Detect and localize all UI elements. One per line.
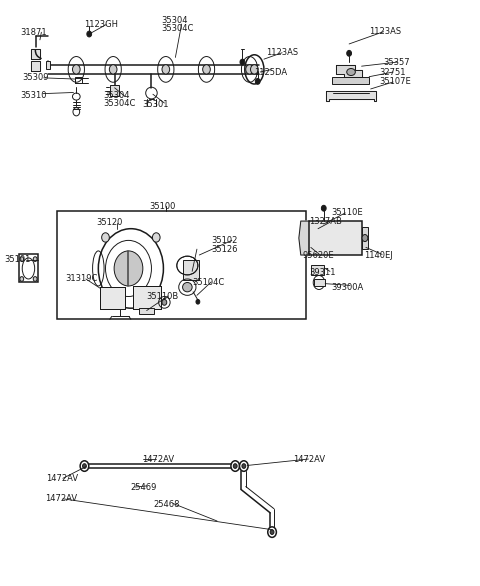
Circle shape <box>347 50 351 56</box>
Bar <box>75 77 82 83</box>
Text: 1123AS: 1123AS <box>266 47 299 57</box>
Text: 35120: 35120 <box>96 219 123 227</box>
Polygon shape <box>31 49 40 59</box>
Polygon shape <box>336 65 362 77</box>
Text: 35309: 35309 <box>22 73 49 83</box>
Text: 35110B: 35110B <box>147 292 179 301</box>
Text: 31319C: 31319C <box>65 274 98 283</box>
Text: 95620E: 95620E <box>302 251 334 260</box>
Text: 1123GH: 1123GH <box>84 19 119 29</box>
Text: 1327AB: 1327AB <box>310 217 342 226</box>
Ellipse shape <box>182 282 192 292</box>
Bar <box>57 211 306 319</box>
Text: 39300A: 39300A <box>331 282 363 292</box>
Polygon shape <box>326 91 376 101</box>
Bar <box>314 279 324 286</box>
Circle shape <box>87 31 92 37</box>
Bar <box>100 287 125 309</box>
Circle shape <box>196 299 200 304</box>
Text: 25468: 25468 <box>153 500 180 509</box>
Text: 35100: 35100 <box>149 202 175 211</box>
Text: 35101: 35101 <box>4 254 31 264</box>
Text: 1472AV: 1472AV <box>45 494 77 503</box>
Text: 31871: 31871 <box>20 28 47 38</box>
Text: 25469: 25469 <box>131 483 157 492</box>
Circle shape <box>20 257 24 261</box>
Circle shape <box>203 64 210 74</box>
Text: 1125DA: 1125DA <box>254 67 288 77</box>
Text: 32751: 32751 <box>379 67 405 77</box>
Bar <box>332 77 369 84</box>
Circle shape <box>322 205 326 211</box>
Circle shape <box>153 233 160 242</box>
Circle shape <box>83 464 86 468</box>
Circle shape <box>162 64 169 74</box>
Text: 35304C: 35304C <box>161 24 193 33</box>
Bar <box>110 86 120 96</box>
Text: 1140EJ: 1140EJ <box>364 251 393 260</box>
Text: 1123AS: 1123AS <box>369 26 401 36</box>
Circle shape <box>33 277 37 281</box>
Circle shape <box>102 233 109 242</box>
Circle shape <box>240 59 245 65</box>
Bar <box>311 265 324 275</box>
Text: 35102: 35102 <box>211 236 238 245</box>
Polygon shape <box>299 221 310 255</box>
Polygon shape <box>31 62 40 71</box>
Text: 35304: 35304 <box>161 16 188 25</box>
Text: 35104C: 35104C <box>192 278 224 287</box>
Text: 35304: 35304 <box>104 91 130 100</box>
Text: 35301: 35301 <box>142 100 168 109</box>
Bar <box>362 227 368 249</box>
Text: 1472AV: 1472AV <box>293 455 325 464</box>
Circle shape <box>242 464 246 468</box>
Bar <box>19 254 38 282</box>
Circle shape <box>80 461 89 471</box>
Text: 1472AV: 1472AV <box>142 455 174 464</box>
Circle shape <box>231 461 240 471</box>
Text: 35126: 35126 <box>211 244 238 254</box>
Circle shape <box>255 79 260 84</box>
Bar <box>100 287 125 309</box>
Bar <box>182 260 199 280</box>
Bar <box>133 286 160 309</box>
Circle shape <box>102 295 109 304</box>
Circle shape <box>240 461 248 471</box>
Text: 35107E: 35107E <box>379 77 410 87</box>
Text: 1472AV: 1472AV <box>46 474 78 483</box>
Bar <box>140 308 154 314</box>
Circle shape <box>233 464 237 468</box>
Circle shape <box>362 234 368 241</box>
Circle shape <box>268 527 276 537</box>
Bar <box>133 286 160 309</box>
Circle shape <box>246 64 253 74</box>
Circle shape <box>72 64 80 74</box>
Text: 35110E: 35110E <box>331 208 362 217</box>
Text: 35304C: 35304C <box>104 99 136 108</box>
Bar <box>46 61 49 69</box>
Text: 35310: 35310 <box>21 91 48 100</box>
Circle shape <box>109 64 117 74</box>
Circle shape <box>251 64 258 74</box>
Circle shape <box>20 277 24 281</box>
Circle shape <box>270 530 274 534</box>
Circle shape <box>114 251 143 286</box>
Circle shape <box>317 280 322 285</box>
Bar <box>310 221 362 255</box>
Circle shape <box>162 299 167 305</box>
Text: 39311: 39311 <box>310 268 336 277</box>
Circle shape <box>153 295 160 304</box>
Circle shape <box>33 257 37 261</box>
Text: 35357: 35357 <box>384 57 410 67</box>
Ellipse shape <box>347 69 355 76</box>
